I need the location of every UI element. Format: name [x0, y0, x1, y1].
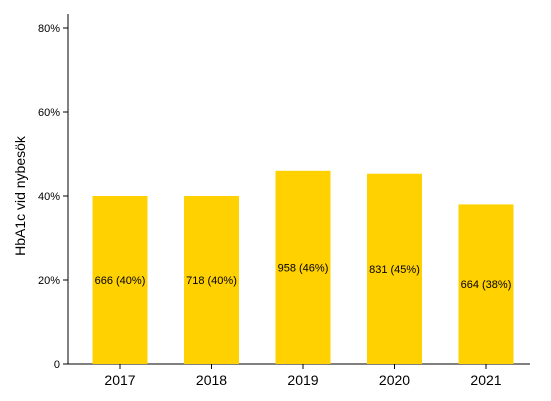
bars: 666 (40%) 718 (40%) 958 (46%) 831 (45%) 664 … [92, 170, 514, 364]
bar-2020 [367, 173, 422, 364]
bar-value-label: 958 (46%) [278, 262, 329, 274]
bar-2021 [458, 204, 514, 364]
y-axis-label: HbA1c vid nybesök [12, 135, 28, 256]
y-tick-label: 80% [38, 23, 60, 35]
bar-value-label: 831 (45%) [369, 264, 420, 276]
bar-value-label: 718 (40%) [186, 275, 237, 287]
bar-value-label: 666 (40%) [95, 275, 146, 287]
x-tick-label: 2018 [196, 372, 227, 388]
y-tick-label: 40% [38, 191, 60, 203]
x-tick-label: 2019 [287, 372, 318, 388]
bar-2017 [92, 196, 148, 364]
y-tick-label: 0 [54, 359, 60, 371]
bar-value-label: 664 (38%) [461, 279, 512, 291]
bar-2019 [275, 170, 331, 364]
y-ticks: 0 20% 40% 60% 80% [38, 23, 68, 371]
x-ticks: 2017 2018 2019 2020 2021 [104, 364, 502, 388]
y-tick-label: 60% [38, 107, 60, 119]
x-tick-label: 2021 [470, 372, 501, 388]
y-tick-label: 20% [38, 275, 60, 287]
x-tick-label: 2020 [379, 372, 410, 388]
bar-2018 [184, 196, 239, 364]
x-tick-label: 2017 [104, 372, 135, 388]
